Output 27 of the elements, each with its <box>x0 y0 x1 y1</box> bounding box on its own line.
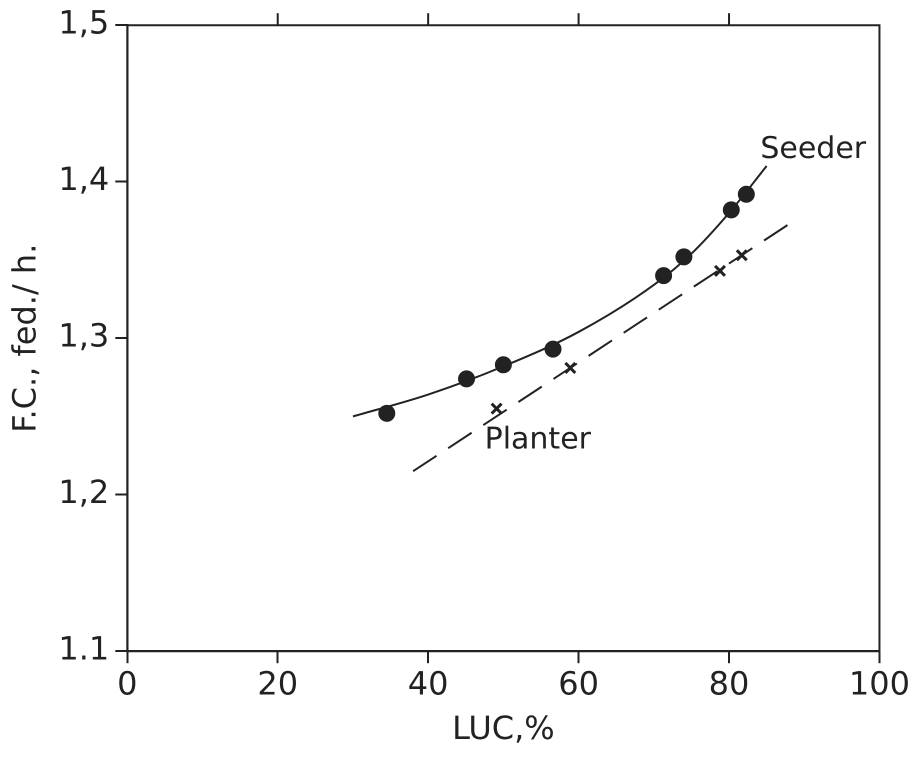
point <box>490 402 504 416</box>
x-tick-label: 20 <box>257 664 298 703</box>
point <box>564 361 577 374</box>
point <box>722 201 740 218</box>
point <box>738 186 755 203</box>
point <box>655 267 672 284</box>
y-tick-label: 1.1 <box>58 630 110 668</box>
point <box>458 370 476 388</box>
x-tick-label: 80 <box>708 664 750 703</box>
point <box>735 248 748 262</box>
y-tick-label: 1,5 <box>58 4 110 42</box>
series-label: Planter <box>484 421 592 456</box>
y-tick-label: 1,3 <box>58 316 110 355</box>
x-tick-label: 60 <box>558 664 599 703</box>
y-axis-title: F.C., fed./ h. <box>6 244 44 433</box>
series-label: Seeder <box>760 131 867 166</box>
y-tick-label: 1,2 <box>58 473 110 512</box>
x-tick-label: 100 <box>848 664 910 703</box>
point <box>714 264 726 278</box>
x-tick-label: 0 <box>117 664 138 703</box>
point <box>494 356 512 374</box>
point <box>544 340 562 358</box>
y-tick-label: 1,4 <box>58 160 110 198</box>
point <box>378 404 396 422</box>
x-tick-label: 40 <box>408 664 449 703</box>
x-axis-title: LUC,% <box>452 709 555 748</box>
point <box>675 248 692 266</box>
